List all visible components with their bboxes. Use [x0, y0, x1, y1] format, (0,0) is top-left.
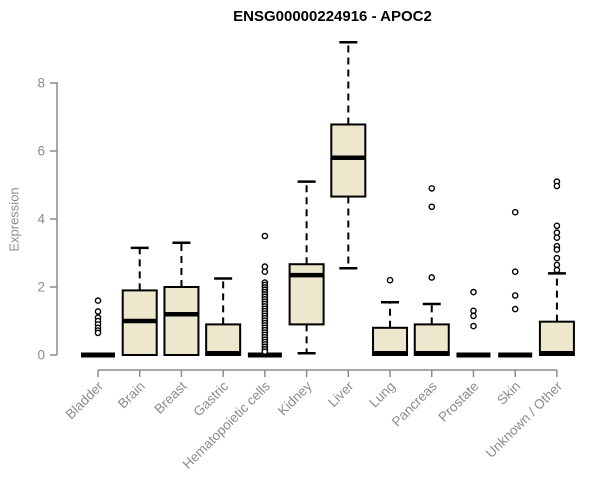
- outlier-point: [261, 268, 269, 276]
- box-Gastric: [205, 323, 242, 356]
- x-category-label: Pancreas: [389, 378, 440, 429]
- collapsed-box-Skin: [498, 352, 533, 358]
- outlier-point: [470, 322, 477, 330]
- x-category-label: Unknown / Other: [483, 378, 566, 461]
- outlier-point: [511, 268, 519, 276]
- y-tick-label: 4: [37, 212, 45, 227]
- x-category-label: Lung: [366, 379, 398, 411]
- outlier-point: [386, 276, 394, 284]
- x-category-label: Kidney: [275, 378, 315, 418]
- x-category-label: Prostate: [435, 379, 481, 425]
- outlier-point: [511, 305, 519, 313]
- outlier-point: [511, 208, 519, 216]
- outlier-point: [428, 274, 436, 281]
- x-category-label: Liver: [325, 378, 357, 410]
- outlier-point: [553, 234, 561, 241]
- x-category-label: Breast: [151, 378, 189, 416]
- box-Liver: [330, 123, 367, 198]
- box-Unknown / Other: [538, 320, 575, 356]
- outlier-point: [553, 254, 561, 262]
- x-category-label: Bladder: [63, 378, 107, 422]
- outlier-point: [553, 182, 561, 190]
- box-Pancreas: [413, 323, 450, 356]
- y-tick-label: 0: [37, 348, 45, 363]
- outlier-point: [470, 288, 477, 296]
- outlier-point: [470, 312, 477, 320]
- outlier-point: [261, 348, 269, 355]
- x-category-label: Skin: [494, 379, 523, 408]
- x-category-label: Brain: [115, 379, 148, 412]
- outlier-point: [553, 266, 561, 274]
- outlier-point: [511, 292, 519, 299]
- y-tick-label: 6: [37, 144, 45, 159]
- outlier-point: [94, 308, 102, 315]
- outlier-point: [94, 329, 102, 337]
- outlier-point: [94, 297, 102, 304]
- outlier-point: [261, 232, 269, 240]
- x-category-label: Gastric: [190, 378, 231, 419]
- outlier-point: [428, 203, 436, 211]
- y-tick-label: 8: [37, 76, 45, 91]
- box-Breast: [163, 286, 200, 356]
- outlier-point: [553, 222, 561, 230]
- box-Lung: [372, 326, 409, 356]
- outlier-point: [553, 246, 561, 253]
- outlier-point: [428, 185, 436, 192]
- chart-title: ENSG00000224916 - APOC2: [233, 8, 432, 25]
- collapsed-box-Bladder: [81, 352, 115, 358]
- y-tick-label: 2: [37, 280, 45, 295]
- collapsed-box-Hematopoietic cells: [247, 352, 282, 358]
- collapsed-box-Prostate: [456, 352, 491, 358]
